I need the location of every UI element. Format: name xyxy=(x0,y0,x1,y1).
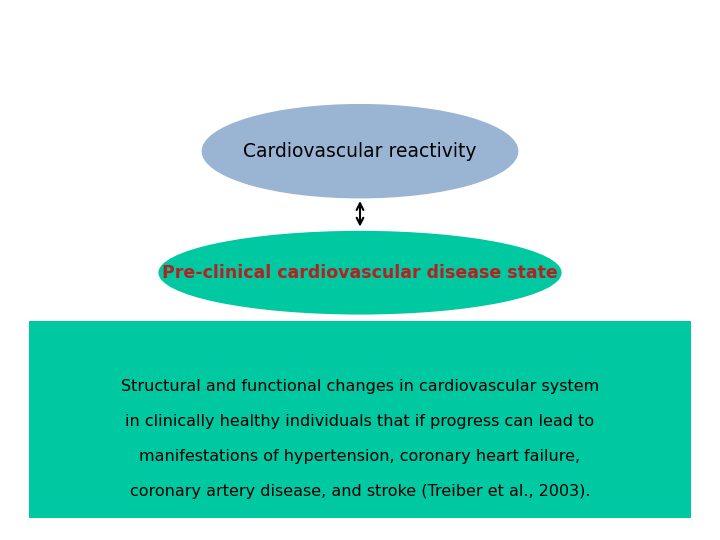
Text: in clinically healthy individuals that if progress can lead to: in clinically healthy individuals that i… xyxy=(125,414,595,429)
Text: Structural and functional changes in cardiovascular system: Structural and functional changes in car… xyxy=(121,379,599,394)
FancyBboxPatch shape xyxy=(29,321,691,518)
Ellipse shape xyxy=(158,231,562,314)
Text: Pre-clinical cardiovascular disease state: Pre-clinical cardiovascular disease stat… xyxy=(162,264,558,282)
Ellipse shape xyxy=(202,104,518,198)
Text: coronary artery disease, and stroke (Treiber et al., 2003).: coronary artery disease, and stroke (Tre… xyxy=(130,484,590,499)
Text: manifestations of hypertension, coronary heart failure,: manifestations of hypertension, coronary… xyxy=(140,449,580,464)
Text: Cardiovascular reactivity: Cardiovascular reactivity xyxy=(243,141,477,161)
